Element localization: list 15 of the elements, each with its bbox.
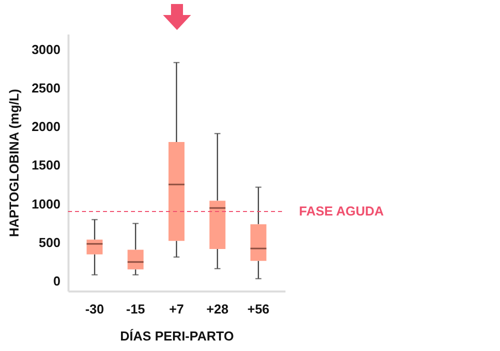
y-tick-label: 2000 (32, 119, 60, 134)
x-tick-label: +7 (169, 302, 184, 316)
y-axis-title: HAPTOGLOBINA (mg/L) (6, 88, 22, 238)
x-tick-label: -15 (126, 302, 145, 316)
y-tick-label: 2500 (32, 80, 60, 96)
y-tick-label: 0 (53, 273, 60, 288)
x-tick-label: -30 (85, 302, 104, 316)
y-tick-label: 1500 (32, 158, 60, 173)
y-tick-label: 500 (38, 234, 60, 250)
y-tick-label: 1000 (32, 196, 60, 212)
x-axis-title: DÍAS PERI-PARTO (120, 328, 234, 344)
x-tick-label: +56 (247, 302, 270, 316)
ref-line-label: FASE AGUDA (299, 204, 384, 219)
x-tick-label: +28 (206, 302, 228, 316)
y-tick-label: 3000 (32, 42, 60, 57)
